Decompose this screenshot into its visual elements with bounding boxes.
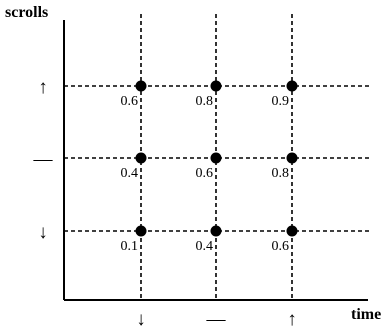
point-value-label: 0.6 [121,94,139,109]
x-tick-up: ↑ [287,309,297,330]
grid-point [135,225,147,237]
y-axis-title: scrolls [5,4,48,21]
grid-point [286,80,298,92]
point-value-label: 0.6 [272,239,290,254]
grid-point [135,152,147,164]
grid-point [286,152,298,164]
point-value-label: 0.9 [272,94,290,109]
point-value-label: 0.6 [196,166,214,181]
grid-points: 0.6 0.8 0.9 0.4 0.6 0.8 0.1 0.4 0.6 [121,80,298,254]
x-tick-down: ↓ [136,309,146,330]
point-value-label: 0.8 [272,166,290,181]
y-tick-up: ↑ [38,77,48,98]
grid-point [135,80,147,92]
grid-point [286,225,298,237]
y-tick-down: ↓ [38,222,48,243]
y-tick-neutral: — [33,149,54,170]
point-value-label: 0.8 [196,94,214,109]
point-value-label: 0.4 [196,239,214,254]
grid-point [210,225,222,237]
grid-point [210,152,222,164]
point-value-label: 0.4 [121,166,139,181]
x-tick-neutral: — [206,309,227,330]
x-axis-title: time [351,306,381,323]
point-value-label: 0.1 [121,239,139,254]
grid-point [210,80,222,92]
